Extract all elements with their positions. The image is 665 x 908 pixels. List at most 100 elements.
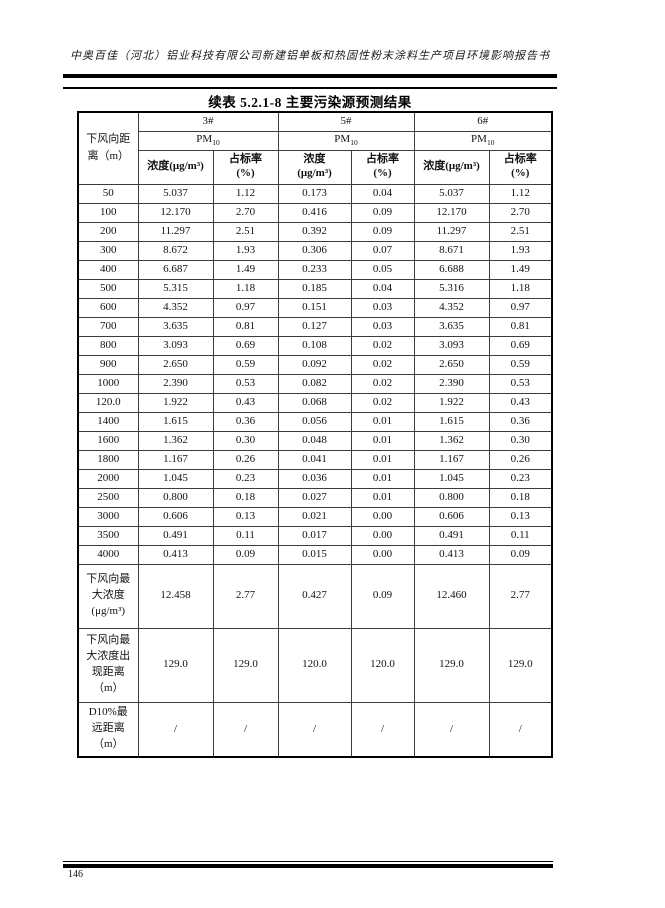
footer-rule-thick (63, 864, 553, 868)
value-cell: 0.09 (350, 202, 415, 223)
value-cell: 2.650 (137, 354, 214, 375)
summary-value-cell: 129.0 (413, 627, 490, 703)
header-rule-thin (63, 87, 557, 89)
value-cell: 0.09 (488, 544, 553, 565)
summary-value-cell: / (488, 701, 553, 758)
distance-cell: 2500 (77, 487, 139, 508)
value-cell: 1.12 (212, 183, 279, 204)
value-cell: 0.53 (212, 373, 279, 394)
value-cell: 0.03 (350, 316, 415, 337)
value-cell: 1.49 (212, 259, 279, 280)
value-cell: 0.151 (277, 297, 352, 318)
summary-value-cell: 0.427 (277, 563, 352, 629)
value-cell: 0.36 (212, 411, 279, 432)
table-row: 120.0 1.922 0.43 0.068 0.02 1.922 0.43 (77, 392, 553, 413)
group-header-cell-6: 6# (413, 111, 553, 132)
value-cell: 0.13 (488, 506, 553, 527)
value-cell: 0.18 (488, 487, 553, 508)
header-row-metrics: 浓度(μg/m³) 占标率 (%) 浓度 (μg/m³) 占标率 (%) 浓度(μg/m³) 占… (78, 149, 553, 185)
table-row: 50 5.037 1.12 0.173 0.04 5.037 1.12 (77, 183, 553, 204)
value-cell: 2.51 (212, 221, 279, 242)
value-cell: 0.027 (277, 487, 352, 508)
value-cell: 0.13 (212, 506, 279, 527)
value-cell: 0.00 (350, 544, 415, 565)
value-cell: 0.392 (277, 221, 352, 242)
table-row: 600 4.352 0.97 0.151 0.03 4.352 0.97 (77, 297, 553, 318)
conc-header-cell-5#: 浓度 (μg/m³) (277, 149, 352, 185)
value-cell: 5.037 (413, 183, 490, 204)
conc-header-cell-3#: 浓度(μg/m³) (137, 149, 214, 185)
value-cell: 0.81 (212, 316, 279, 337)
value-cell: 1.18 (488, 278, 553, 299)
header-rule-thick (63, 74, 557, 78)
value-cell: 5.316 (413, 278, 490, 299)
value-cell: 1.18 (212, 278, 279, 299)
header-row-groups: 下风向距 离（m） 3# 5# 6# (77, 111, 553, 185)
value-cell: 0.02 (350, 335, 415, 356)
value-cell: 8.672 (137, 240, 214, 261)
distance-cell: 4000 (77, 544, 139, 565)
value-cell: 0.00 (350, 506, 415, 527)
page-number: 146 (68, 869, 83, 880)
value-cell: 0.07 (350, 240, 415, 261)
value-cell: 1.93 (488, 240, 553, 261)
value-cell: 1.045 (137, 468, 214, 489)
table-row: 700 3.635 0.81 0.127 0.03 3.635 0.81 (77, 316, 553, 337)
summary-value-cell: 0.09 (350, 563, 415, 629)
distance-cell: 900 (77, 354, 139, 375)
distance-header-line1: 下风向距 (86, 133, 131, 146)
value-cell: 4.352 (137, 297, 214, 318)
value-cell: 0.606 (413, 506, 490, 527)
distance-header-cell: 下风向距 离（m） (77, 111, 139, 185)
value-cell: 0.048 (277, 430, 352, 451)
value-cell: 2.70 (212, 202, 279, 223)
value-cell: 0.36 (488, 411, 553, 432)
distance-cell: 800 (77, 335, 139, 356)
value-cell: 0.068 (277, 392, 352, 413)
distance-header-line2: 离（m） (87, 150, 130, 163)
value-cell: 0.082 (277, 373, 352, 394)
summary-value-cell: 12.460 (413, 563, 490, 629)
pm-label: PM (471, 133, 487, 146)
value-cell: 0.02 (350, 373, 415, 394)
value-cell: 0.491 (137, 525, 214, 546)
value-cell: 0.04 (350, 278, 415, 299)
distance-cell: 50 (77, 183, 139, 204)
value-cell: 0.491 (413, 525, 490, 546)
value-cell: 0.30 (488, 430, 553, 451)
value-cell: 0.01 (350, 487, 415, 508)
value-cell: 0.01 (350, 430, 415, 451)
value-cell: 0.18 (212, 487, 279, 508)
summary-row: D10%最 远距离 （m） / / / / / / (77, 701, 553, 758)
value-cell: 0.00 (350, 525, 415, 546)
value-cell: 0.09 (350, 221, 415, 242)
summary-row: 下风向最 大浓度 (μg/m³) 12.458 2.77 0.427 0.09 12.460 2… (77, 563, 553, 629)
distance-cell: 300 (77, 240, 139, 261)
value-cell: 0.017 (277, 525, 352, 546)
distance-cell: 700 (77, 316, 139, 337)
value-cell: 0.59 (488, 354, 553, 375)
value-cell: 0.092 (277, 354, 352, 375)
distance-cell: 3000 (77, 506, 139, 527)
summary-value-cell: / (350, 701, 415, 758)
value-cell: 0.127 (277, 316, 352, 337)
rate-header-cell-5#: 占标率 (%) (350, 149, 415, 185)
value-cell: 0.43 (488, 392, 553, 413)
value-cell: 0.041 (277, 449, 352, 470)
value-cell: 0.413 (413, 544, 490, 565)
summary-value-cell: 2.77 (488, 563, 553, 629)
value-cell: 1.167 (137, 449, 214, 470)
value-cell: 2.650 (413, 354, 490, 375)
value-cell: 0.23 (488, 468, 553, 489)
summary-value-cell: 129.0 (137, 627, 214, 703)
value-cell: 0.04 (350, 183, 415, 204)
distance-cell: 1000 (77, 373, 139, 394)
summary-value-cell: / (413, 701, 490, 758)
value-cell: 1.922 (137, 392, 214, 413)
distance-cell: 1800 (77, 449, 139, 470)
table-row: 1400 1.615 0.36 0.056 0.01 1.615 0.36 (77, 411, 553, 432)
value-cell: 8.671 (413, 240, 490, 261)
value-cell: 0.416 (277, 202, 352, 223)
value-cell: 2.390 (137, 373, 214, 394)
